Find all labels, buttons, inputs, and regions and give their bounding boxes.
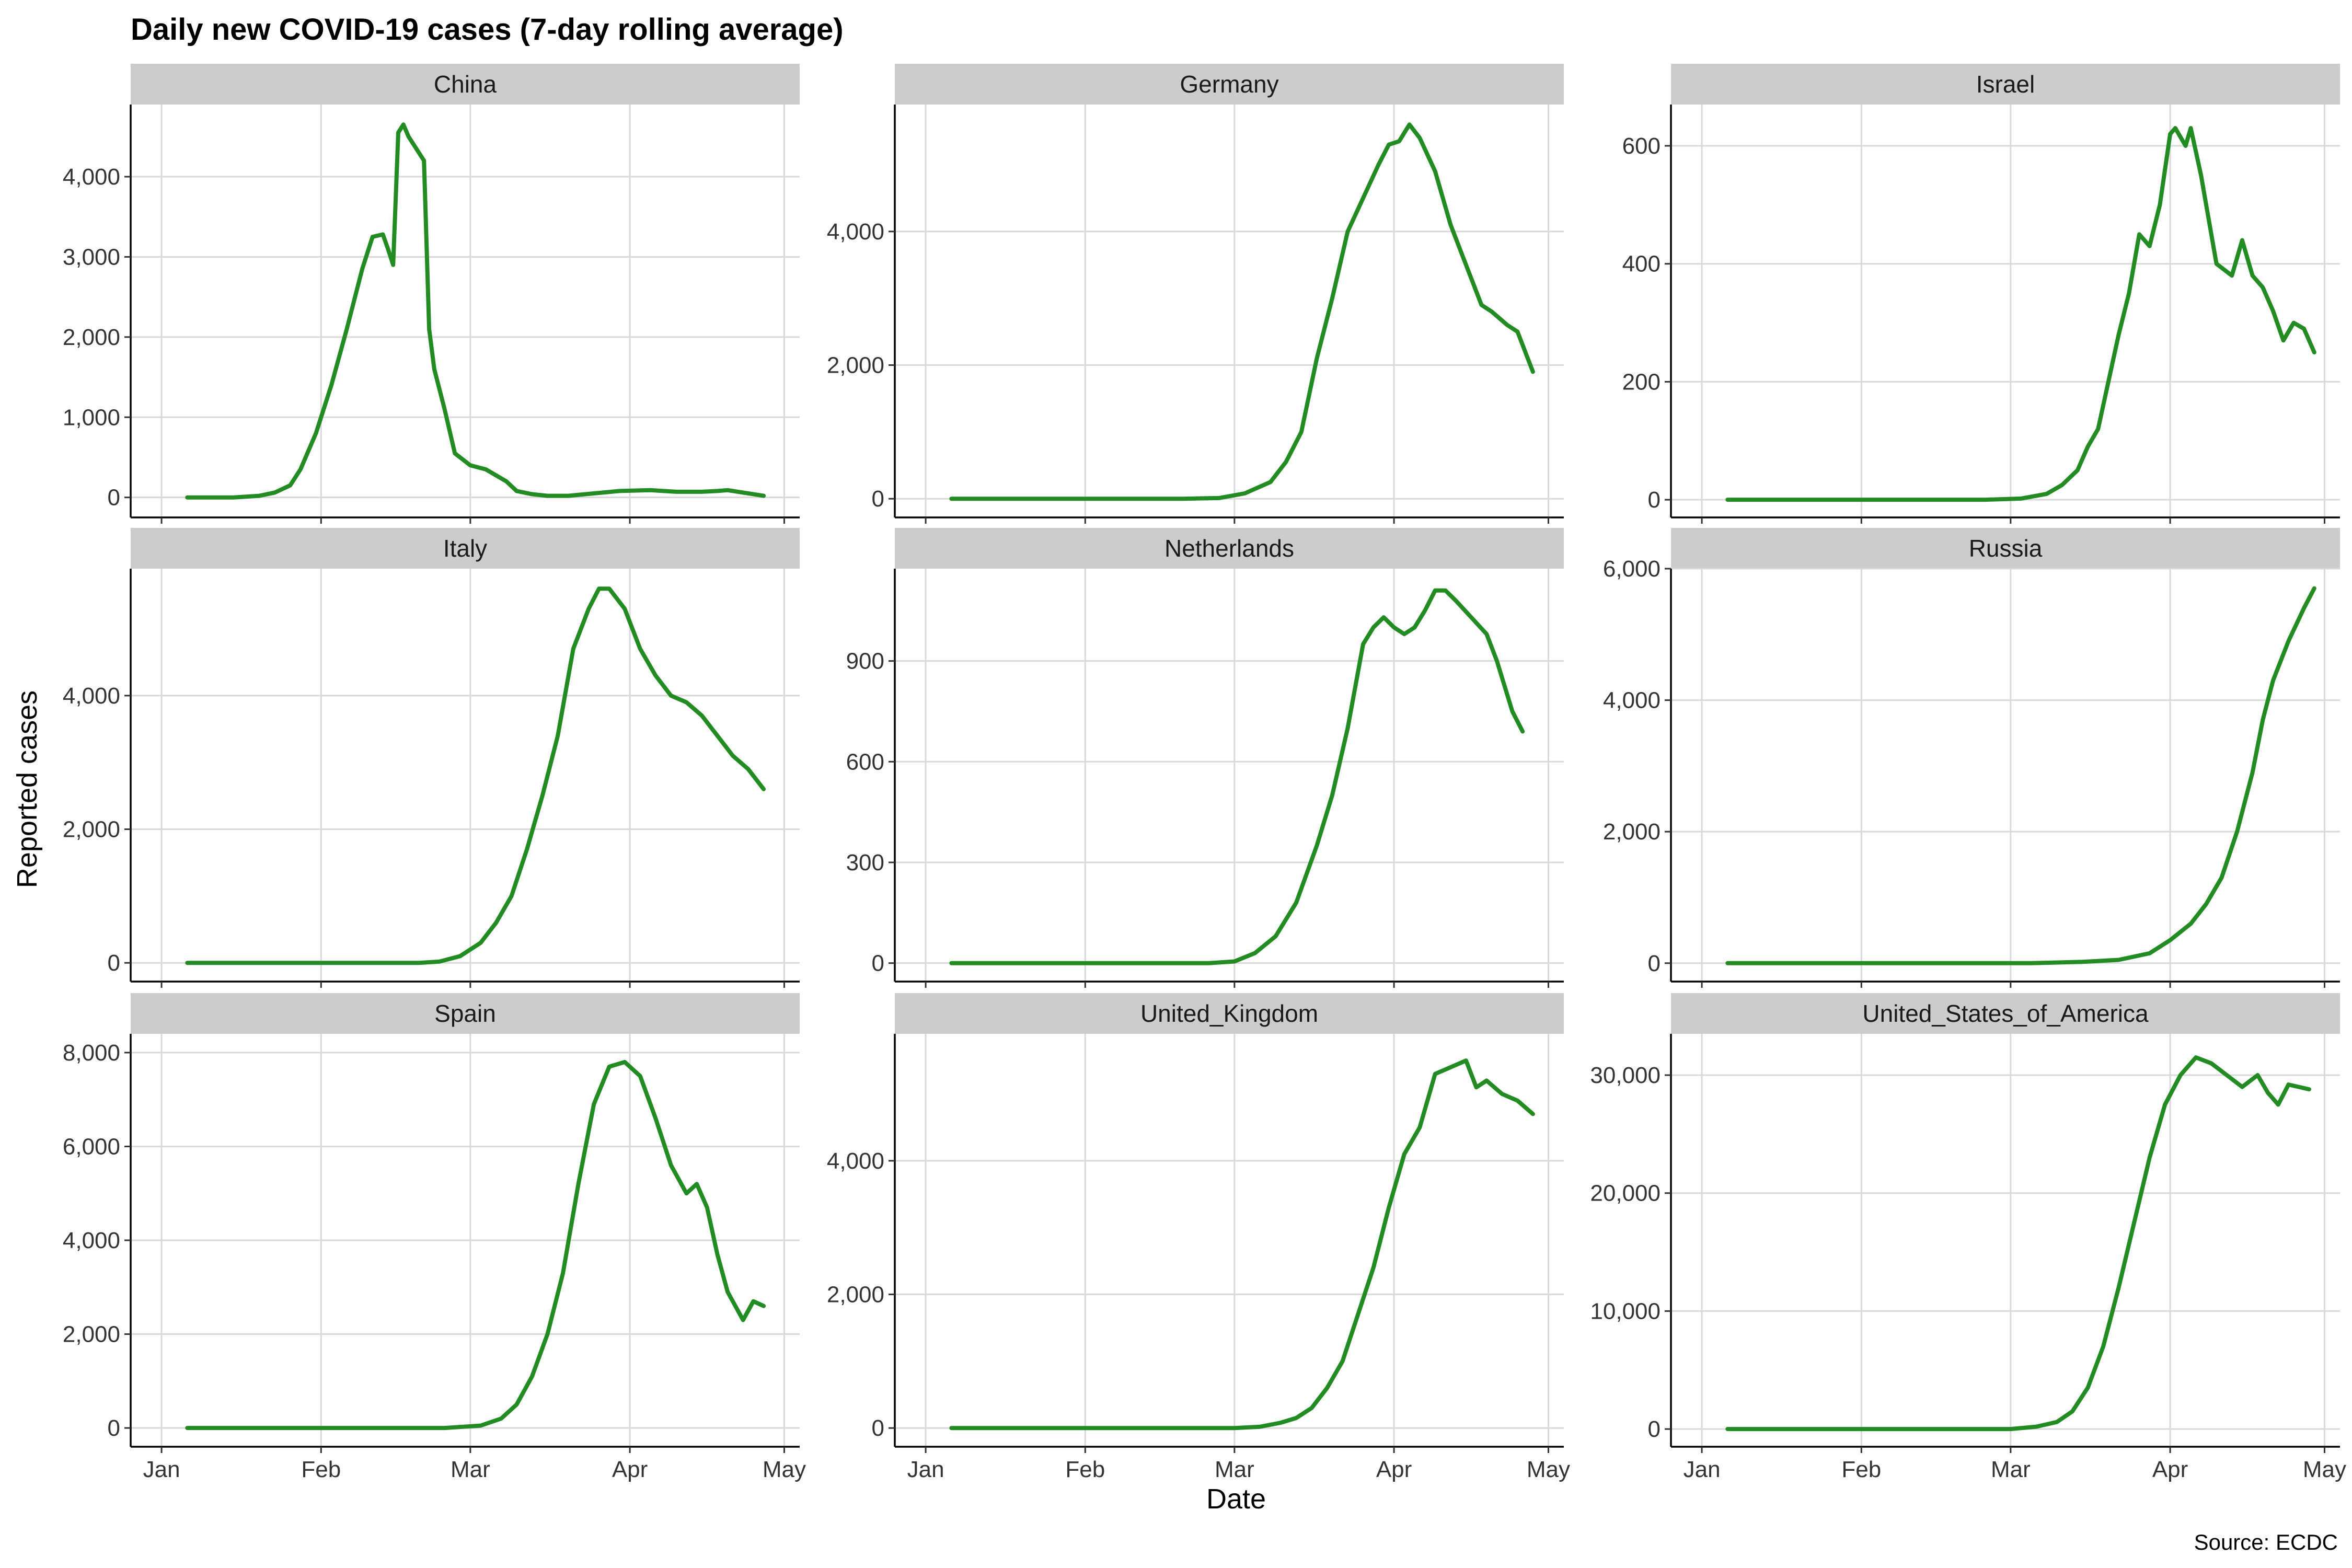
- series-line-united-states-of-america: [1725, 1055, 2311, 1432]
- y-tick-label: 0: [872, 486, 884, 512]
- facet-strip-label: United_Kingdom: [1140, 1000, 1318, 1027]
- y-tick-label: 0: [872, 951, 884, 976]
- facet-panel-spain: Spain 0 2,000 4,000 6,000 8,000 Jan Feb Mar Apr Ma…: [63, 993, 806, 1482]
- y-tick-label: 4,000: [63, 164, 120, 190]
- y-tick-label: 4,000: [63, 683, 120, 709]
- facet-strip: [131, 528, 800, 569]
- y-tick-label: 6,000: [1603, 556, 1661, 582]
- y-tick-label: 2,000: [1603, 819, 1661, 845]
- facet-strip-label: Italy: [443, 535, 487, 562]
- facet-strip-label: Russia: [1969, 535, 2043, 562]
- y-tick-label: 600: [846, 749, 884, 775]
- x-tick-label: Jan: [907, 1457, 944, 1482]
- facet-strip: [895, 528, 1564, 569]
- facet-strip-label: China: [434, 71, 497, 98]
- x-tick-label: Mar: [1215, 1457, 1254, 1482]
- facet-panel-russia: Russia 0 2,000 4,000 6,000: [1603, 528, 2340, 988]
- x-tick-label: Mar: [451, 1457, 490, 1482]
- y-tick-label: 3,000: [63, 244, 120, 270]
- chart-title: Daily new COVID-19 cases (7-day rolling …: [131, 13, 844, 47]
- facet-panel-italy: Italy 0 2,000 4,000: [63, 528, 800, 988]
- y-tick-label: 0: [108, 950, 120, 976]
- y-tick-label: 2,000: [827, 353, 884, 378]
- y-tick-label: 4,000: [827, 1148, 884, 1174]
- x-tick-label: Jan: [1684, 1457, 1721, 1482]
- facet-panel-netherlands: Netherlands 0 300 600 900: [846, 528, 1564, 988]
- x-tick-label: Apr: [1376, 1457, 1412, 1482]
- x-tick-label: Apr: [612, 1457, 648, 1482]
- facet-strip-label: United_States_of_America: [1862, 1000, 2149, 1027]
- y-tick-label: 0: [1648, 1416, 1661, 1442]
- facet-strip: [895, 993, 1564, 1034]
- y-tick-label: 900: [846, 649, 884, 674]
- facet-panel-united-kingdom: United_Kingdom 0 2,000 4,000 Jan Feb Mar Apr May: [827, 993, 1570, 1482]
- y-tick-label: 1,000: [63, 405, 120, 430]
- facet-strip-label: Israel: [1976, 71, 2035, 98]
- facet-strip-label: Spain: [434, 1000, 496, 1027]
- x-tick-label: May: [763, 1457, 806, 1482]
- x-tick-label: Feb: [1841, 1457, 1881, 1482]
- facet-strip-label: Germany: [1180, 71, 1278, 98]
- facet-strip: [1671, 64, 2340, 105]
- y-tick-label: 4,000: [63, 1228, 120, 1253]
- y-tick-label: 4,000: [1603, 688, 1661, 713]
- series-line-china: [185, 122, 766, 500]
- x-tick-label: Feb: [1065, 1457, 1105, 1482]
- y-tick-label: 0: [1648, 487, 1661, 513]
- series-line-spain: [185, 1059, 766, 1431]
- facet-strip: [1671, 528, 2340, 569]
- facet-strip: [895, 64, 1564, 105]
- y-tick-label: 200: [1622, 369, 1661, 395]
- y-tick-label: 2,000: [63, 325, 120, 350]
- facet-strip: [131, 64, 800, 105]
- y-tick-label: 4,000: [827, 219, 884, 245]
- facet-panel-china: China 0 1,000 2,000 3,000 4,000: [63, 64, 800, 524]
- y-tick-label: 0: [108, 485, 120, 511]
- y-tick-label: 2,000: [63, 817, 120, 843]
- y-tick-label: 0: [108, 1415, 120, 1441]
- series-line-italy: [185, 586, 766, 965]
- y-tick-label: 6,000: [63, 1134, 120, 1159]
- y-tick-label: 8,000: [63, 1040, 120, 1066]
- y-tick-label: 0: [872, 1415, 884, 1441]
- facet-strip: [1671, 993, 2340, 1034]
- x-tick-label: May: [2303, 1457, 2346, 1482]
- facet-strip: [131, 993, 800, 1034]
- y-tick-label: 2,000: [63, 1322, 120, 1347]
- facet-panel-israel: Israel 0 200 400 600: [1622, 64, 2340, 524]
- y-tick-label: 300: [846, 850, 884, 875]
- x-axis-title: Date: [1206, 1483, 1266, 1515]
- y-tick-label: 0: [1648, 951, 1661, 976]
- x-tick-label: Mar: [1991, 1457, 2031, 1482]
- y-tick-label: 20,000: [1590, 1181, 1661, 1206]
- y-axis-title: Reported cases: [11, 690, 43, 888]
- facet-strip-label: Netherlands: [1165, 535, 1294, 562]
- facet-panel-germany: Germany 0 2,000 4,000: [827, 64, 1564, 524]
- series-line-united-kingdom: [949, 1058, 1535, 1431]
- facet-grid: China 0 1,000 2,000 3,000 4,000 Germany 0 2,000 4…: [63, 64, 2346, 1482]
- x-tick-label: Jan: [143, 1457, 180, 1482]
- series-line-russia: [1725, 586, 2316, 965]
- y-tick-label: 600: [1622, 133, 1661, 159]
- caption-source: Source: ECDC: [2194, 1530, 2338, 1554]
- y-tick-label: 30,000: [1590, 1063, 1661, 1088]
- series-line-netherlands: [949, 588, 1525, 965]
- y-tick-label: 10,000: [1590, 1298, 1661, 1324]
- facet-panel-united-states-of-america: United_States_of_America 0 10,000 20,000 30,…: [1590, 993, 2346, 1482]
- x-tick-label: Apr: [2152, 1457, 2188, 1482]
- series-line-israel: [1725, 126, 2316, 502]
- x-tick-label: May: [1527, 1457, 1570, 1482]
- x-tick-label: Feb: [301, 1457, 341, 1482]
- y-tick-label: 400: [1622, 251, 1661, 277]
- series-line-germany: [949, 122, 1535, 501]
- y-tick-label: 2,000: [827, 1282, 884, 1308]
